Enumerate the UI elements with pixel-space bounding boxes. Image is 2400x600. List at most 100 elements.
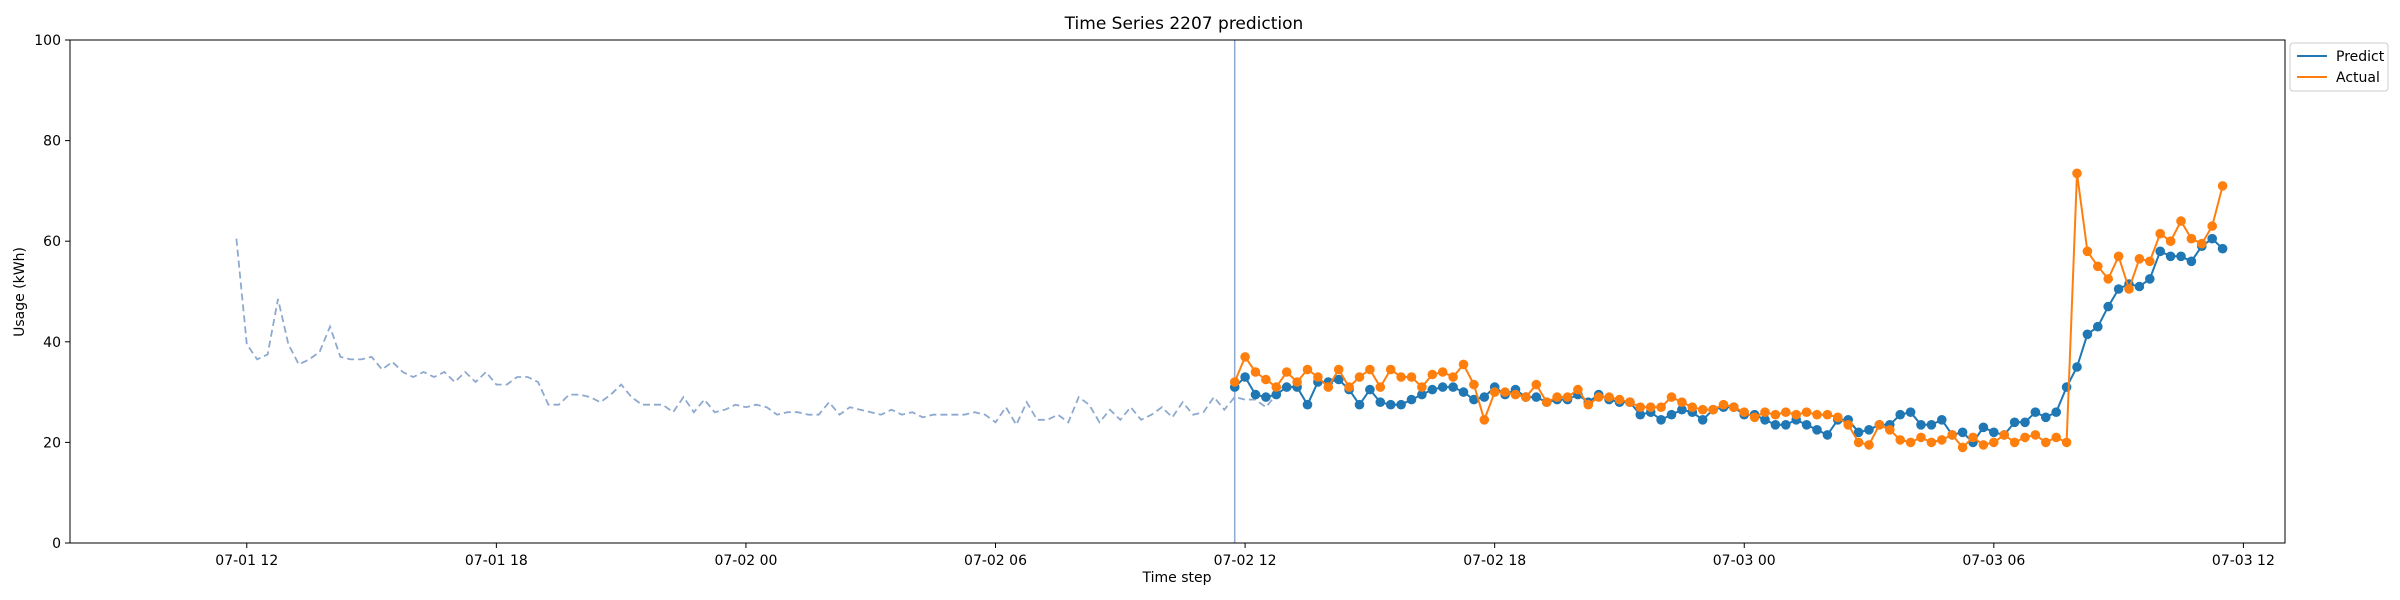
y-axis: 0 20 40 60 80 100 (34, 33, 70, 552)
history-line (235, 238, 1288, 427)
actual-point (1739, 407, 1749, 418)
actual-point (1677, 397, 1687, 408)
plot-frame (69, 39, 2286, 544)
y-tick-label: 20 (43, 435, 61, 451)
predict-point (1926, 420, 1937, 430)
predict-point (1427, 384, 1438, 395)
predict-point (2165, 251, 2176, 262)
actual-line (1233, 173, 2224, 449)
actual-point (1760, 407, 1770, 418)
predict-point (2072, 362, 2082, 372)
x-tick-label: 07-03 12 (2212, 553, 2275, 569)
actual-point (2176, 216, 2186, 226)
legend: Predict Actual (2289, 42, 2389, 92)
predict-point (1375, 397, 1386, 408)
actual-point (2186, 233, 2197, 244)
actual-point (1521, 392, 1531, 402)
predict-point (1978, 422, 1989, 433)
predict-point (1957, 427, 1968, 438)
actual-point (1323, 382, 1334, 392)
predict-point (2041, 412, 2051, 423)
predict-point (2155, 246, 2165, 257)
actual-point (2155, 228, 2165, 239)
predict-point (2134, 281, 2145, 292)
actual-point (2197, 238, 2207, 249)
plot-area (235, 40, 2228, 543)
predict-point (2145, 274, 2155, 284)
actual-point (1500, 387, 1510, 397)
actual-point (1604, 392, 1614, 402)
predict-point (1937, 415, 1947, 425)
actual-point (1240, 352, 1250, 362)
actual-point (1250, 367, 1261, 377)
predict-point (1916, 420, 1926, 430)
actual-point (1729, 402, 1739, 413)
actual-point (1895, 435, 1905, 445)
predict-point (1406, 394, 1417, 405)
predict-point (2176, 251, 2186, 262)
actual-point (1957, 442, 1968, 453)
actual-point (2061, 437, 2072, 448)
actual-point (1437, 367, 1448, 377)
actual-point (2217, 181, 2228, 191)
actual-point (2093, 261, 2103, 272)
actual-point (1385, 364, 1396, 375)
predict-point (1385, 399, 1396, 410)
actual-point (1635, 402, 1646, 413)
actual-point (1926, 437, 1937, 448)
predict-point (1770, 420, 1781, 430)
predict-line (1234, 237, 2224, 444)
actual-point (1822, 409, 1833, 420)
x-axis: 07-01 12 07-01 18 07-02 00 07-02 06 07-02 12… (215, 543, 2275, 569)
predict-point (1656, 415, 1666, 425)
actual-point (1344, 382, 1354, 392)
actual-point (1583, 399, 1594, 410)
actual-point (1770, 409, 1781, 420)
actual-point (1281, 367, 1292, 377)
predict-point (1697, 415, 1708, 425)
predict-point (1365, 384, 1375, 395)
actual-point (1687, 402, 1698, 413)
actual-point (1791, 409, 1801, 420)
predict-point (1479, 392, 1490, 402)
actual-point (1645, 402, 1656, 413)
predict-point (2103, 301, 2113, 312)
actual-point (1261, 374, 1271, 385)
actual-point (1885, 425, 1895, 435)
x-tick-label: 07-02 06 (964, 553, 1027, 569)
actual-point (1292, 377, 1302, 387)
actual-point (1989, 437, 1999, 448)
predict-point (1864, 425, 1874, 435)
x-tick-label: 07-03 06 (1962, 553, 2025, 569)
actual-point (1302, 364, 1313, 375)
predict-point (1781, 420, 1791, 430)
actual-point (2009, 437, 2020, 448)
predict-point (1458, 387, 1469, 397)
actual-point (1874, 420, 1885, 430)
actual-point (1271, 382, 1282, 392)
predict-point (1281, 382, 1292, 392)
actual-point (1916, 432, 1926, 443)
actual-point (1562, 392, 1573, 402)
x-tick-label: 07-02 00 (714, 553, 777, 569)
predict-point (2030, 407, 2041, 418)
actual-point (1396, 372, 1406, 382)
actual-point (1531, 379, 1542, 390)
actual-point (1666, 392, 1677, 402)
predict-point (2009, 417, 2020, 428)
x-axis-label: Time step (1142, 570, 1212, 586)
predict-point (1240, 372, 1250, 382)
y-tick-label: 0 (52, 536, 61, 552)
predict-point (1812, 425, 1822, 435)
actual-point (2030, 430, 2041, 440)
actual-point (1375, 382, 1386, 392)
chart-title: Time Series 2207 prediction (1064, 14, 1304, 34)
actual-point (1968, 432, 1978, 443)
actual-point (1697, 404, 1708, 415)
actual-point (1365, 364, 1375, 375)
actual-point (1458, 359, 1469, 370)
predict-point (1396, 399, 1406, 410)
x-tick-label: 07-01 18 (465, 553, 528, 569)
actual-point (2134, 253, 2145, 264)
